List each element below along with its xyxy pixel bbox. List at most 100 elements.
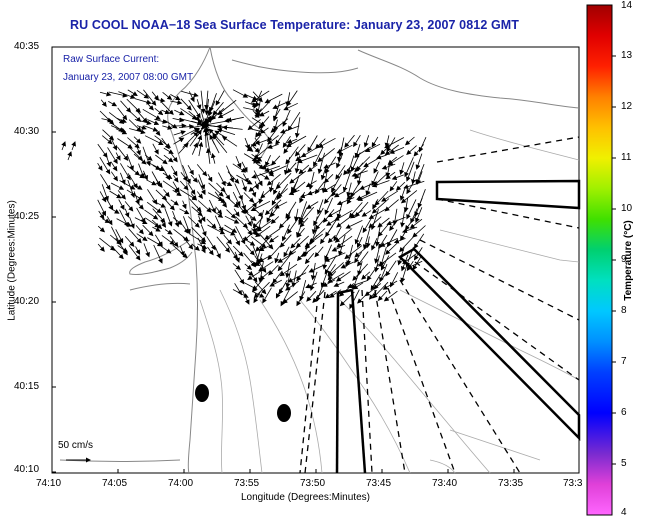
current-vector [182, 165, 191, 185]
current-vector [216, 182, 226, 193]
current-vector [327, 271, 337, 281]
current-vector [391, 174, 404, 180]
current-vector [206, 218, 217, 229]
current-vector [313, 147, 324, 167]
current-vector [127, 89, 138, 97]
current-vector [405, 161, 415, 182]
current-vector [258, 244, 271, 251]
current-vector [108, 91, 128, 98]
current-vector [108, 101, 118, 107]
current-vector [227, 171, 240, 184]
current-vector [160, 100, 174, 116]
current-vector [416, 171, 423, 185]
current-vector [253, 291, 261, 304]
current-vector [134, 119, 152, 126]
current-vector [409, 218, 423, 229]
current-vector [357, 191, 378, 202]
current-vector [106, 198, 114, 211]
current-vector [190, 193, 197, 201]
current-vector [262, 287, 272, 304]
current-vector [384, 199, 399, 212]
current-vector [234, 269, 245, 285]
current-vector [214, 130, 226, 138]
current-vector [336, 235, 353, 248]
current-vector [173, 130, 186, 136]
current-vector [287, 111, 301, 131]
current-vector [368, 208, 387, 220]
current-vector [349, 289, 360, 310]
current-vector [364, 143, 381, 152]
current-vector [191, 206, 203, 217]
colorbar-tick-label: 5 [621, 458, 627, 469]
current-vector [155, 179, 163, 188]
current-vector [414, 197, 423, 217]
current-vector [286, 162, 297, 174]
current-vector [200, 224, 207, 237]
colorbar-tick-label: 6 [621, 407, 627, 418]
current-vector [296, 227, 305, 238]
box-center-left [335, 292, 340, 474]
current-vector [316, 199, 324, 215]
current-vector [191, 243, 200, 251]
current-vector [379, 263, 388, 283]
current-vector [133, 153, 147, 165]
current-vector [242, 290, 250, 305]
current-vector [286, 90, 298, 107]
x-tick-label: 73:45 [366, 478, 392, 489]
current-vector [277, 254, 291, 272]
current-vector [258, 255, 272, 263]
current-vector [387, 155, 404, 166]
current-vector [162, 91, 173, 101]
current-vector [324, 255, 337, 275]
current-vector [251, 90, 270, 103]
current-vector [224, 224, 238, 233]
current-vector [287, 216, 300, 235]
current-vector [197, 200, 212, 213]
current-vector [135, 172, 145, 179]
current-vector [61, 141, 66, 151]
current-vector [267, 245, 281, 261]
current-vector [352, 282, 364, 290]
current-vector [233, 208, 240, 217]
current-vector [279, 234, 292, 248]
current-vector [133, 183, 143, 190]
current-vector [163, 189, 170, 198]
current-vector [255, 225, 271, 238]
current-vector [254, 137, 260, 146]
current-vector [244, 101, 258, 108]
current-vector [323, 162, 336, 169]
x-tick-label: 74:10 [36, 478, 62, 489]
x-tick-label: 73:50 [300, 478, 326, 489]
current-vector [108, 207, 120, 214]
current-vector [209, 199, 216, 214]
current-vector [279, 263, 298, 277]
current-vector [67, 151, 72, 161]
current-vector [354, 225, 363, 245]
current-vector [307, 188, 323, 196]
current-vector [188, 91, 195, 103]
current-vector [160, 245, 172, 254]
current-vector [297, 154, 318, 164]
current-vector [380, 255, 390, 271]
current-vector [223, 234, 233, 245]
colorbar-tick-label: 14 [621, 0, 633, 11]
current-vector [250, 144, 260, 153]
current-vector [306, 290, 317, 302]
current-vector [296, 291, 306, 307]
current-vector [290, 238, 301, 249]
current-vector [173, 137, 185, 145]
current-vector [120, 172, 126, 185]
current-vector [178, 142, 189, 154]
current-vector [171, 153, 178, 163]
current-vector [212, 134, 228, 154]
current-vector [101, 135, 113, 145]
current-vector [294, 117, 301, 139]
current-vector [270, 216, 280, 224]
current-vector [395, 181, 406, 191]
current-vector [278, 279, 288, 295]
current-vector [349, 210, 363, 219]
current-vector [196, 164, 208, 177]
current-vector [242, 173, 249, 184]
colorbar-tick-label: 12 [621, 101, 633, 112]
